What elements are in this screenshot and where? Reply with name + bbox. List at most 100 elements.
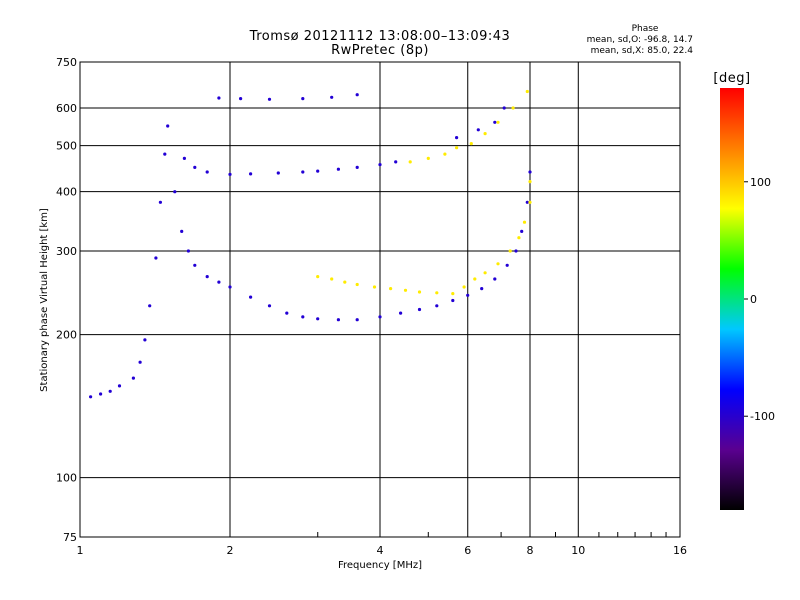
data-point (426, 156, 430, 160)
y-tick-label: 750 (56, 56, 77, 69)
data-point (372, 285, 377, 289)
data-point (493, 120, 497, 124)
data-point (148, 304, 152, 308)
data-point (528, 180, 532, 184)
data-point (249, 172, 253, 176)
data-point (511, 106, 515, 110)
data-point (99, 392, 103, 396)
data-point (336, 318, 340, 322)
data-point (355, 318, 359, 322)
y-tick-label: 200 (56, 329, 77, 342)
phase-stats-x: mean, sd,X: 85.0, 22.4 (591, 46, 694, 56)
data-point (186, 249, 190, 253)
y-tick-label: 400 (56, 186, 77, 199)
y-tick-label: 300 (56, 245, 77, 258)
chart-title: Tromsø 20121112 13:08:00–13:09:43 (249, 29, 511, 44)
data-point (496, 120, 500, 124)
data-point (476, 128, 480, 132)
data-point (217, 280, 221, 284)
x-tick-label: 4 (377, 544, 384, 557)
data-point (502, 106, 506, 110)
scatter-points (89, 89, 532, 399)
data-point (163, 152, 167, 156)
y-tick-label: 500 (56, 140, 77, 153)
data-point (217, 96, 221, 100)
data-point (517, 236, 521, 240)
data-point (330, 95, 334, 99)
y-tick-label: 75 (63, 531, 77, 544)
data-point (378, 163, 382, 167)
colorbar-tick-label: 0 (750, 293, 757, 306)
data-point (483, 271, 487, 275)
data-point (228, 172, 232, 176)
data-point (276, 171, 280, 175)
data-point (520, 229, 524, 233)
y-tick-label: 600 (56, 102, 77, 115)
x-tick-label: 10 (571, 544, 585, 557)
data-point (480, 287, 484, 291)
data-point (508, 249, 512, 253)
data-point (301, 170, 305, 174)
data-point (205, 170, 209, 174)
y-axis-ticks: 75 100 200 300 400 500 600 750 (56, 56, 77, 544)
data-point (131, 376, 135, 380)
data-point (330, 277, 334, 281)
data-point (443, 152, 447, 156)
data-point (285, 311, 289, 315)
data-point (378, 315, 382, 319)
data-point (389, 287, 393, 291)
colorbar-ticks: 100 0 -100 (744, 176, 775, 423)
data-point (403, 288, 408, 292)
data-point (193, 165, 197, 169)
data-point (316, 317, 320, 321)
data-point (355, 93, 359, 97)
data-point (417, 307, 422, 312)
x-tick-label: 16 (673, 544, 687, 557)
data-point (239, 97, 243, 101)
data-point (522, 220, 527, 224)
data-point (301, 97, 305, 101)
data-point (525, 200, 529, 204)
plot-frame (79, 61, 681, 538)
data-point (301, 315, 305, 319)
data-point (528, 170, 532, 174)
data-point (355, 282, 359, 287)
data-point (394, 160, 398, 164)
colorbar-tick-label: 100 (750, 176, 771, 189)
data-point (469, 142, 473, 146)
data-point (316, 275, 320, 279)
data-point (473, 277, 477, 281)
data-point (399, 311, 403, 315)
data-point (435, 304, 439, 308)
data-point (466, 293, 470, 297)
data-point (166, 124, 170, 128)
data-point (117, 384, 122, 388)
data-point (158, 200, 162, 204)
y-axis-label: Stationary phase Virtual Height [km] (39, 208, 50, 392)
data-point (528, 200, 532, 204)
data-point (505, 263, 509, 267)
data-point (143, 338, 147, 342)
data-point (525, 89, 529, 94)
data-point (355, 165, 359, 169)
data-point (455, 146, 459, 150)
chart-subtitle: RwPretec (8p) (331, 43, 429, 58)
colorbar (720, 88, 744, 510)
data-point (514, 249, 518, 253)
x-tick-label: 6 (464, 544, 471, 557)
phase-stats-o: mean, sd,O: -96.8, 14.7 (587, 35, 693, 45)
data-point (180, 229, 184, 233)
data-point (89, 395, 93, 399)
phase-stats-heading: Phase (632, 24, 659, 34)
data-point (336, 167, 340, 171)
x-tick-label: 2 (227, 544, 234, 557)
data-point (435, 291, 439, 295)
y-tick-label: 100 (56, 472, 77, 485)
data-point (182, 156, 186, 160)
data-point (451, 298, 455, 303)
data-point (343, 280, 347, 284)
data-point (108, 389, 112, 393)
data-point (205, 275, 209, 279)
data-point (228, 285, 232, 289)
